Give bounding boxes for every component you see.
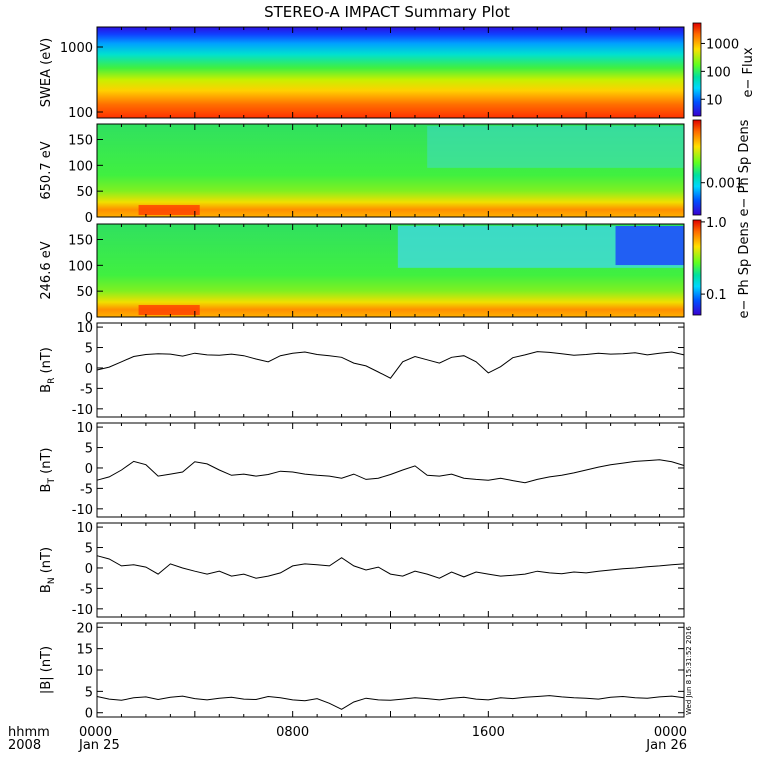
y-tick-label: 100 bbox=[68, 259, 93, 274]
y-tick-label: 0 bbox=[85, 462, 93, 477]
y-tick-label: -5 bbox=[80, 382, 93, 397]
y-axis-label: SWEA (eV) bbox=[39, 38, 54, 107]
y-tick-label: 10 bbox=[76, 521, 93, 536]
y-tick-label: 50 bbox=[76, 185, 93, 200]
spectrogram-image bbox=[97, 27, 684, 118]
y-tick-label: 5 bbox=[85, 685, 93, 700]
y-axis-label: BN (nT) bbox=[39, 547, 57, 593]
data-line bbox=[96, 459, 685, 484]
low-density-core bbox=[615, 226, 684, 266]
y-tick-label: 10 bbox=[76, 321, 93, 336]
panel-5: 10 5 0 -5 -10 BT (nT) bbox=[39, 421, 685, 518]
panel-3: 150 100 50 0 246.6 eV 1.0 0.1 e− Ph Sp Dens bbox=[39, 216, 752, 326]
y-tick-label: -10 bbox=[72, 603, 93, 618]
data-line bbox=[96, 555, 685, 579]
colorbar bbox=[692, 219, 702, 316]
y-tick-label: 20 bbox=[76, 621, 93, 636]
y-axis-label: |B| (nT) bbox=[39, 646, 54, 694]
colorbar-label: e− Ph Sp Dens bbox=[737, 119, 752, 216]
panel-6: 10 5 0 -5 -10 BN (nT) bbox=[39, 521, 685, 618]
hhmm-label: hhmm bbox=[8, 725, 50, 740]
panel-7: 20 15 10 5 0 |B| (nT) bbox=[39, 621, 685, 722]
colorbar bbox=[692, 119, 702, 216]
spectrogram-image bbox=[97, 124, 684, 217]
y-tick-label: 0 bbox=[85, 707, 93, 722]
y-tick-label: -5 bbox=[80, 482, 93, 497]
y-tick-label: 10 bbox=[76, 664, 93, 679]
y-tick-label: 5 bbox=[85, 542, 93, 557]
y-tick-label: -5 bbox=[80, 582, 93, 597]
x-tick-label: 0800 bbox=[276, 725, 309, 740]
colorbar-tick-label: 0.001 bbox=[706, 177, 743, 192]
panel-frame bbox=[96, 322, 685, 418]
y-axis-label: BT (nT) bbox=[39, 448, 57, 493]
plot-title: STEREO-A IMPACT Summary Plot bbox=[264, 3, 510, 21]
y-tick-label: 1000 bbox=[60, 41, 93, 56]
panel-4: 10 5 0 -5 -10 BR (nT) bbox=[39, 321, 685, 418]
y-tick-label: 5 bbox=[85, 442, 93, 457]
high-density-spot bbox=[138, 205, 200, 215]
y-tick-label: 15 bbox=[76, 643, 93, 658]
y-tick-label: 100 bbox=[68, 106, 93, 121]
year-label: 2008 bbox=[8, 738, 41, 753]
low-density-region bbox=[427, 126, 684, 168]
y-tick-label: 0 bbox=[85, 562, 93, 577]
y-tick-label: 0 bbox=[85, 362, 93, 377]
colorbar-tick-label: 100 bbox=[706, 65, 731, 80]
high-density-spot bbox=[138, 305, 200, 315]
colorbar-tick-label: 1.0 bbox=[706, 216, 727, 231]
colorbar-tick-label: 10 bbox=[706, 93, 723, 108]
y-tick-label: 0 bbox=[85, 211, 93, 226]
x-tick-label: 1600 bbox=[472, 725, 505, 740]
y-axis-label: 246.6 eV bbox=[39, 241, 54, 299]
y-tick-label: 150 bbox=[68, 234, 93, 249]
panel-frame bbox=[96, 622, 685, 718]
x-tick-label: 0000 bbox=[654, 725, 687, 740]
data-line bbox=[96, 695, 685, 710]
panel-frame bbox=[96, 522, 685, 618]
colorbar-tick-label: 1000 bbox=[706, 37, 739, 52]
x-tick-label: 0000 bbox=[79, 725, 112, 740]
y-tick-label: 100 bbox=[68, 159, 93, 174]
y-tick-label: -10 bbox=[72, 503, 93, 518]
time-axis-footer: hhmm 2008 bbox=[8, 725, 50, 753]
y-tick-label: 0 bbox=[85, 311, 93, 326]
y-tick-label: -10 bbox=[72, 403, 93, 418]
colorbar-label: e− Ph Sp Dens bbox=[737, 221, 752, 318]
panel-1: 1000 100 SWEA (eV) 1000 100 10 e− Flux bbox=[39, 22, 756, 121]
y-tick-label: 150 bbox=[68, 134, 93, 149]
colorbar bbox=[692, 22, 702, 117]
y-axis-label: BR (nT) bbox=[39, 347, 57, 393]
y-tick-label: 50 bbox=[76, 285, 93, 300]
x-date-label: Jan 26 bbox=[645, 738, 687, 753]
colorbar-label: e− Flux bbox=[741, 47, 756, 97]
y-tick-label: 5 bbox=[85, 342, 93, 357]
y-axis-label: 650.7 eV bbox=[39, 141, 54, 199]
x-date-label: Jan 25 bbox=[78, 738, 120, 753]
data-line bbox=[96, 351, 685, 379]
timestamp: Wed Jun 8 15:31:52 2016 bbox=[685, 626, 693, 715]
colorbar-tick-label: 0.1 bbox=[706, 288, 727, 303]
y-tick-label: 10 bbox=[76, 421, 93, 436]
